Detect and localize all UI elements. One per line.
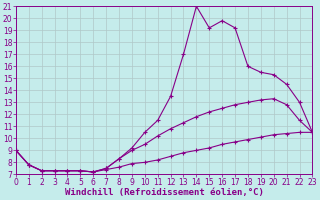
- X-axis label: Windchill (Refroidissement éolien,°C): Windchill (Refroidissement éolien,°C): [65, 188, 264, 197]
